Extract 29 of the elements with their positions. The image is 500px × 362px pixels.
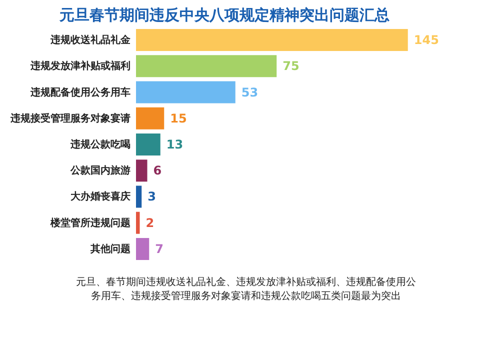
y-tick-label: 其他问题 bbox=[90, 242, 130, 255]
bar bbox=[136, 107, 164, 130]
data-label: 7 bbox=[155, 242, 164, 256]
y-tick-label: 楼堂管所违规问题 bbox=[50, 216, 130, 229]
bar bbox=[136, 186, 142, 208]
y-tick-label: 违规发放津补贴或福利 bbox=[30, 60, 130, 72]
text: 元旦、春节期间违规收送礼品礼金、违规发放津补贴或福利、违规配备使用公务用车、违规接受管理服务对象宴请和违规公款吃喝五类问题最为突出 bbox=[76, 276, 416, 302]
y-tick-label: 违规收送礼品礼金 bbox=[50, 34, 132, 46]
data-label: 6 bbox=[153, 164, 162, 178]
data-label: 75 bbox=[282, 59, 300, 74]
bar bbox=[136, 29, 408, 52]
bar bbox=[136, 212, 140, 234]
bar bbox=[136, 81, 236, 104]
data-label: 145 bbox=[414, 33, 439, 48]
bar bbox=[136, 238, 150, 260]
data-label: 15 bbox=[170, 111, 187, 126]
bar bbox=[136, 134, 160, 156]
data-label: 2 bbox=[146, 216, 154, 230]
bar bbox=[136, 160, 148, 182]
chart-title: 元旦春节期间违反中央八项规定精神突出问题汇总 bbox=[58, 6, 390, 24]
bar bbox=[136, 55, 277, 78]
data-label: 13 bbox=[166, 138, 184, 152]
y-tick-label: 违规接受管理服务对象宴请 bbox=[10, 112, 130, 124]
y-tick-label: 大办婚丧喜庆 bbox=[70, 190, 130, 203]
y-tick-label: 违规公款吃喝 bbox=[70, 138, 130, 150]
data-label: 53 bbox=[241, 85, 258, 100]
y-tick-label: 公款国内旅游 bbox=[70, 164, 130, 177]
data-label: 3 bbox=[148, 190, 156, 204]
y-tick-label: 违规配备使用公务用车 bbox=[30, 86, 130, 98]
